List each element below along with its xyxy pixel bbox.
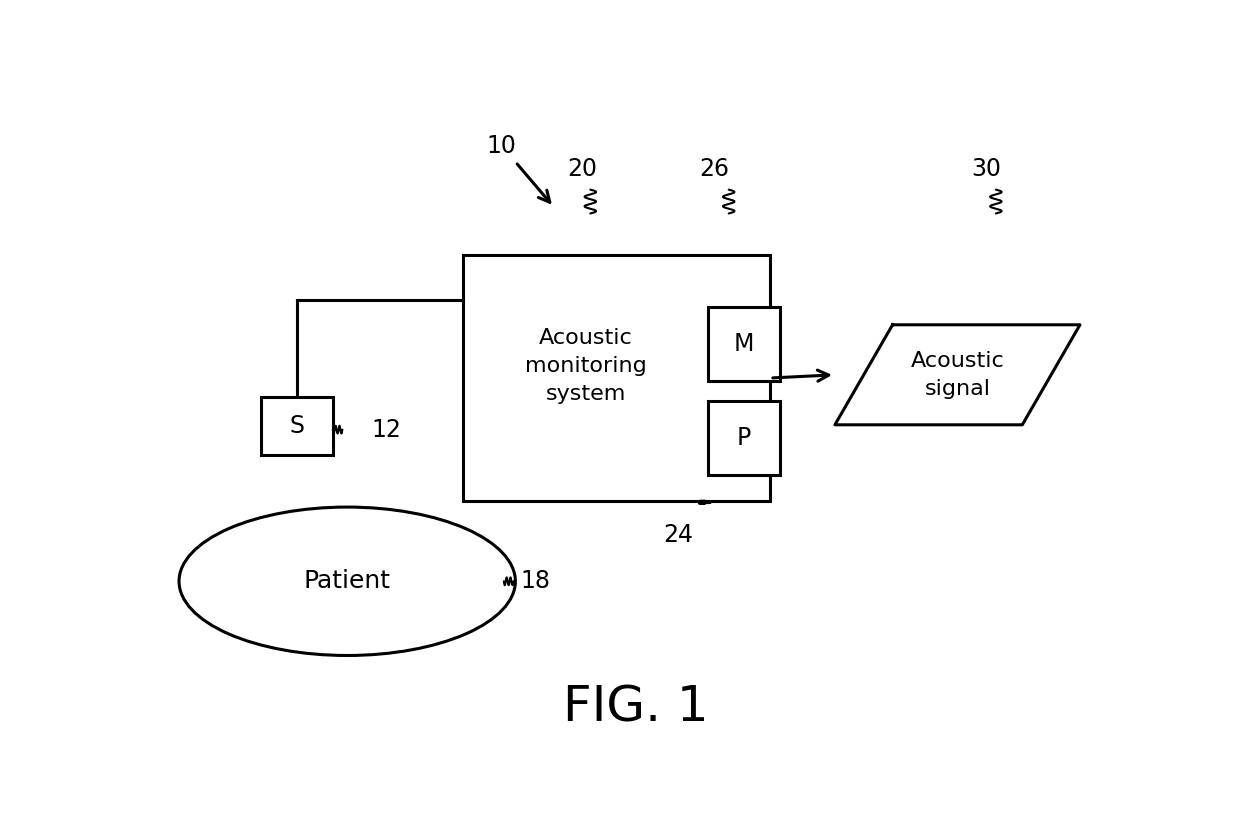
- Text: 26: 26: [699, 158, 729, 181]
- Polygon shape: [835, 325, 1080, 425]
- Text: 30: 30: [971, 158, 1001, 181]
- Text: Acoustic
monitoring
system: Acoustic monitoring system: [525, 328, 646, 404]
- Text: S: S: [289, 415, 304, 438]
- Text: 20: 20: [568, 158, 598, 181]
- Text: 24: 24: [663, 523, 693, 547]
- Bar: [260, 397, 332, 456]
- Text: 10: 10: [486, 134, 516, 158]
- Text: M: M: [733, 332, 754, 356]
- Bar: [463, 256, 770, 500]
- Text: FIG. 1: FIG. 1: [563, 683, 708, 731]
- Ellipse shape: [179, 507, 516, 655]
- Bar: [708, 401, 780, 475]
- Bar: [708, 307, 780, 381]
- Text: 12: 12: [371, 417, 401, 442]
- Text: Acoustic
signal: Acoustic signal: [910, 351, 1004, 399]
- Text: Patient: Patient: [304, 569, 391, 593]
- Text: P: P: [737, 426, 750, 450]
- Text: 18: 18: [521, 569, 551, 593]
